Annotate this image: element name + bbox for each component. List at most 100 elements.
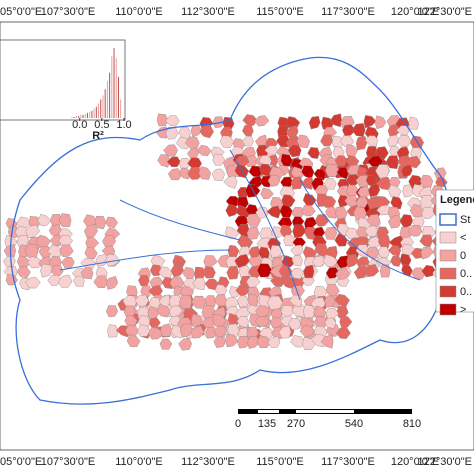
county [199, 124, 214, 139]
scale-bar-segment [258, 410, 279, 413]
county [356, 196, 369, 208]
county [106, 276, 119, 290]
county [287, 317, 302, 330]
county [156, 113, 169, 127]
county [246, 227, 260, 240]
county [314, 243, 329, 257]
county [165, 115, 180, 127]
inset-xlabel: R² [92, 130, 104, 142]
county [336, 327, 351, 339]
county [291, 254, 303, 267]
longitude-label: 107°30'0"E [41, 456, 95, 468]
county [296, 134, 311, 149]
county [134, 294, 150, 307]
histogram-bar [106, 81, 108, 118]
histogram-bar [113, 48, 115, 118]
county-layer [3, 113, 448, 351]
county [279, 204, 293, 218]
county [388, 235, 405, 249]
county [320, 334, 334, 349]
county [159, 338, 173, 350]
county [302, 193, 317, 206]
county [376, 204, 393, 216]
county [187, 166, 203, 180]
county [16, 266, 31, 279]
county [158, 294, 171, 307]
county [281, 275, 296, 289]
scale-label: 135 [258, 418, 276, 430]
county [364, 135, 378, 148]
county [190, 313, 203, 328]
county [290, 176, 304, 190]
county [212, 153, 226, 166]
county [137, 324, 151, 337]
county [408, 116, 419, 130]
county [255, 206, 269, 220]
county [190, 124, 202, 137]
county [324, 178, 337, 190]
county [148, 327, 164, 340]
scale-bar: 0 135 270 540 810 [235, 409, 421, 430]
county [167, 168, 183, 181]
legend-label: < [460, 232, 466, 244]
county [255, 305, 270, 318]
county [312, 255, 327, 267]
county [411, 215, 425, 228]
county [267, 174, 281, 187]
county [364, 225, 379, 237]
longitude-label: 115°0'0"E [256, 6, 304, 18]
county [248, 246, 261, 258]
county [303, 304, 316, 319]
county [270, 245, 284, 258]
legend-title: Legend [440, 194, 474, 206]
county [126, 333, 141, 347]
county [280, 153, 293, 167]
inset-frame [0, 39, 126, 121]
county [237, 295, 250, 308]
county [324, 295, 336, 308]
county [256, 335, 272, 349]
county [405, 155, 422, 169]
county [80, 267, 94, 280]
county [94, 215, 107, 230]
county [267, 335, 281, 348]
county [179, 157, 193, 170]
legend-swatch [439, 213, 457, 226]
county [47, 274, 62, 286]
county [387, 134, 400, 148]
longitude-label: 107°30'0"E [41, 6, 95, 18]
legend-label: 0.. [460, 286, 472, 298]
county [307, 147, 320, 159]
county [290, 267, 305, 280]
county [325, 307, 339, 321]
legend-label: 0.. [460, 268, 472, 280]
county [105, 216, 118, 229]
county [163, 144, 178, 157]
county [283, 234, 296, 247]
legend-swatch [439, 285, 457, 298]
legend-label: St [460, 214, 470, 226]
histogram-bar [73, 116, 75, 118]
legend-swatch [439, 303, 457, 316]
county [374, 115, 387, 130]
histogram-bar [71, 116, 73, 118]
histogram-bar [102, 95, 104, 118]
county [303, 264, 315, 279]
county [27, 256, 44, 269]
county [376, 176, 392, 191]
county [266, 205, 281, 219]
county [156, 304, 171, 318]
county [353, 265, 368, 279]
county [57, 274, 73, 288]
longitude-label: 122°30'0"E [418, 6, 472, 18]
county [399, 214, 414, 228]
county [387, 214, 402, 229]
histogram-bar [109, 72, 111, 118]
county [178, 295, 193, 309]
county [242, 114, 258, 126]
county [276, 134, 291, 148]
county [61, 256, 75, 269]
county [325, 163, 340, 178]
county [247, 293, 259, 307]
county [335, 267, 351, 280]
